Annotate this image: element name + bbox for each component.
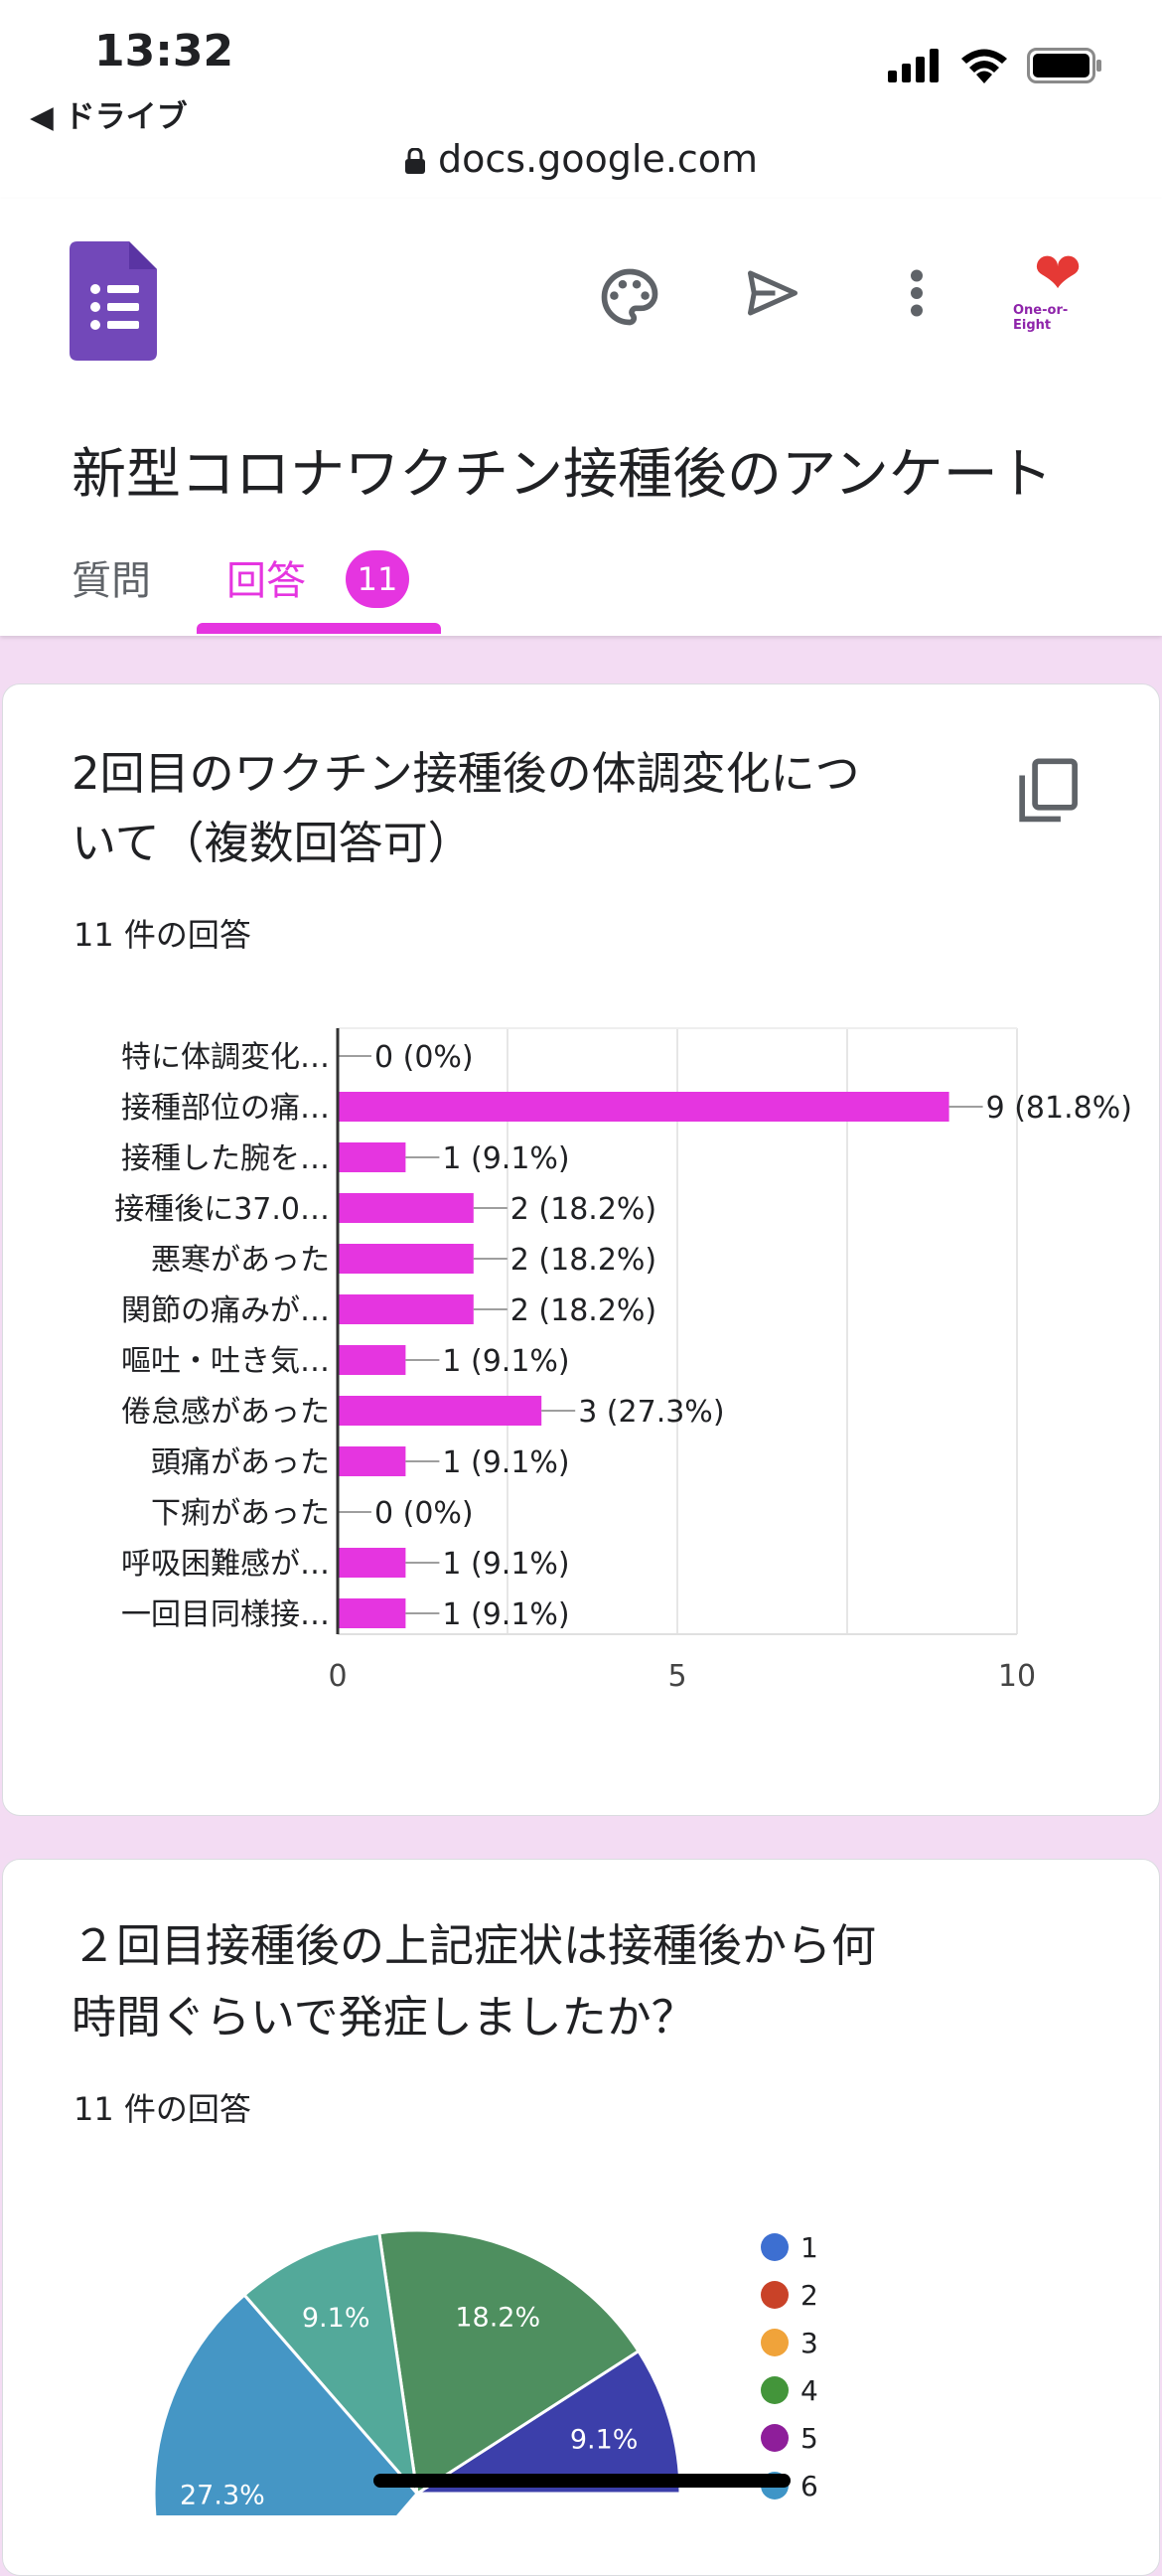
bar-6 — [338, 1345, 406, 1375]
bar-10 — [338, 1548, 406, 1578]
battery-icon — [1027, 48, 1101, 83]
status-icons — [888, 48, 1102, 83]
status-time: 13:32 — [94, 26, 234, 76]
legend-swatch-4 — [761, 2424, 789, 2452]
category-label-9: 下痢があった — [151, 1496, 330, 1531]
category-label-0: 特に体調変化… — [121, 1040, 330, 1075]
data-label-7: 3 (27.3%) — [578, 1395, 724, 1430]
bar-4 — [338, 1244, 474, 1274]
pie-slice-label-3: 9.1% — [570, 2425, 639, 2456]
pie-slice-0 — [152, 2293, 419, 2515]
back-to-drive-link[interactable]: ◀ ドライブ — [30, 99, 188, 135]
forms-logo-icon[interactable] — [70, 241, 157, 361]
legend-swatch-0 — [761, 2233, 789, 2261]
form-title: 新型コロナワクチン接種後のアンケート — [72, 442, 1053, 506]
tab-responses[interactable]: 回答 — [226, 558, 306, 604]
category-label-11: 一回目同様接… — [121, 1597, 330, 1632]
pie-slice-label-2: 18.2% — [455, 2303, 540, 2334]
question-1-response-count: 11 件の回答 — [73, 916, 251, 954]
form-header — [0, 199, 1162, 636]
home-indicator[interactable] — [373, 2474, 791, 2488]
category-label-2: 接種した腕を… — [121, 1141, 330, 1176]
category-label-7: 倦怠感があった — [121, 1395, 330, 1430]
pie-slice-label-0: 27.3% — [180, 2481, 265, 2511]
browser-top-bar: 13:32 ◀ ドライブ docs.google.com — [0, 0, 1162, 200]
pie-slice-label-1: 9.1% — [302, 2303, 370, 2334]
question-1-title-line-2: いて（複数回答可） — [72, 817, 473, 869]
copy-chart-icon[interactable] — [1017, 757, 1079, 825]
legend-label-1: 2 — [800, 2279, 818, 2312]
category-label-6: 嘔吐・吐き気… — [121, 1344, 330, 1379]
lock-icon — [404, 147, 425, 174]
category-label-8: 頭痛があった — [151, 1445, 330, 1480]
question-2-title-line-1: ２回目接種後の上記症状は接種後から何 — [72, 1919, 877, 1972]
data-label-9: 0 (0%) — [374, 1496, 474, 1531]
data-label-3: 2 (18.2%) — [510, 1192, 656, 1227]
category-label-1: 接種部位の痛… — [121, 1091, 330, 1126]
pie-chart: 9.1% 18.2% 9.1% 27.3% 1 2 3 4 5 6 — [152, 2228, 818, 2515]
avatar-brand-text: One-or-Eight — [1013, 303, 1069, 333]
legend-label-2: 3 — [800, 2327, 818, 2359]
data-label-4: 2 (18.2%) — [510, 1243, 656, 1278]
bar-chart: 特に体調変化… 0 (0%) 接種部位の痛… 9 (81.8%) 接種した腕を… 1 (9… — [114, 1027, 1132, 1694]
question-2-response-count: 11 件の回答 — [73, 2090, 251, 2128]
legend-label-5: 6 — [800, 2470, 818, 2502]
wifi-icon — [961, 49, 1007, 83]
question-card-1 — [2, 683, 1160, 1816]
palette-icon[interactable] — [596, 263, 663, 331]
bar-2 — [338, 1142, 406, 1172]
legend-swatch-2 — [761, 2329, 789, 2356]
data-label-5: 2 (18.2%) — [510, 1293, 656, 1328]
question-1-title-line-1: 2回目のワクチン接種後の体調変化につ — [72, 747, 860, 800]
data-label-8: 1 (9.1%) — [442, 1445, 569, 1480]
active-tab-indicator — [197, 623, 441, 634]
legend-label-0: 1 — [800, 2231, 818, 2264]
legend-label-4: 5 — [800, 2422, 818, 2455]
legend-swatch-3 — [761, 2376, 789, 2404]
bar-11 — [338, 1598, 406, 1628]
heart-logo-icon: ❤ — [1033, 239, 1083, 307]
data-label-2: 1 (9.1%) — [442, 1141, 569, 1176]
category-label-4: 悪寒があった — [151, 1243, 330, 1278]
pie-slice-2 — [377, 2228, 641, 2497]
legend-label-3: 4 — [800, 2374, 818, 2407]
question-2-title-line-2: 時間ぐらいで発症しましたか？ — [72, 1991, 696, 2044]
bar-7 — [338, 1396, 542, 1426]
legend-swatch-1 — [761, 2281, 789, 2309]
data-label-1: 9 (81.8%) — [986, 1091, 1132, 1126]
data-label-10: 1 (9.1%) — [442, 1547, 569, 1582]
cellular-signal-icon — [888, 49, 939, 82]
responses-count-badge: 11 — [346, 550, 409, 608]
x-tick-label-2: 10 — [998, 1659, 1036, 1694]
data-label-6: 1 (9.1%) — [442, 1344, 569, 1379]
bar-5 — [338, 1294, 474, 1324]
send-icon[interactable] — [740, 263, 805, 323]
bar-8 — [338, 1446, 406, 1476]
tab-questions[interactable]: 質問 — [72, 558, 151, 604]
x-tick-label-0: 0 — [328, 1659, 347, 1694]
data-label-0: 0 (0%) — [374, 1040, 474, 1075]
url-text: docs.google.com — [438, 137, 759, 181]
category-label-5: 関節の痛みが… — [121, 1293, 330, 1328]
bar-1 — [338, 1092, 949, 1122]
x-tick-label-1: 5 — [667, 1659, 686, 1694]
category-label-3: 接種後に37.0… — [114, 1192, 330, 1227]
pie-slice-1 — [241, 2231, 420, 2499]
more-vert-icon[interactable] — [902, 263, 932, 323]
bar-3 — [338, 1193, 474, 1223]
data-label-11: 1 (9.1%) — [442, 1597, 569, 1632]
category-label-10: 呼吸困難感が… — [121, 1547, 330, 1582]
account-avatar[interactable]: ❤ One-or-Eight — [1013, 243, 1102, 343]
address-bar[interactable]: docs.google.com — [0, 137, 1162, 181]
